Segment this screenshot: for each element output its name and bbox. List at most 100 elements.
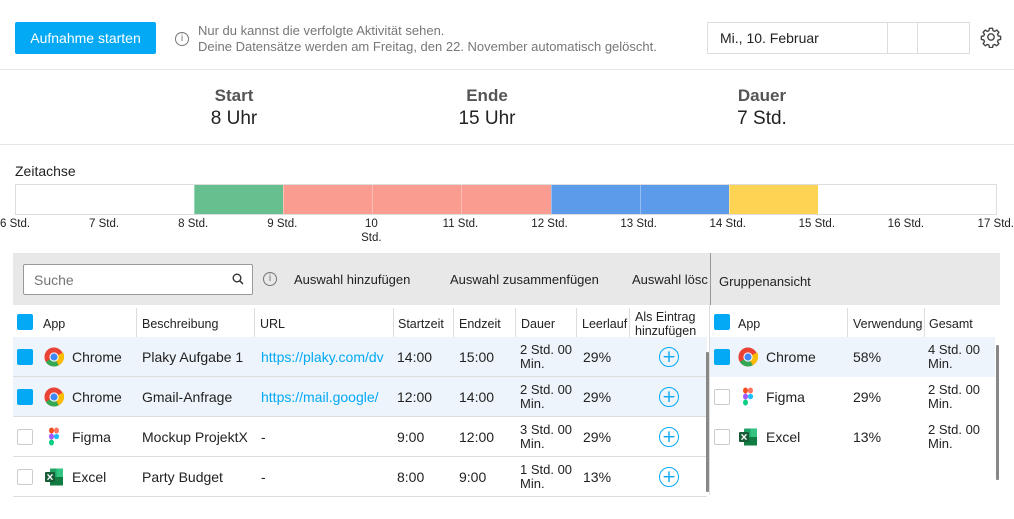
- group-row[interactable]: Figma 29% 2 Std. 00 Min.: [710, 377, 995, 417]
- app-name: Chrome: [72, 389, 122, 405]
- add-entry-plus-icon[interactable]: +: [659, 467, 679, 487]
- col-divider: [136, 308, 137, 338]
- app-name: Excel: [72, 469, 107, 485]
- col-divider: [576, 308, 577, 338]
- col-end[interactable]: Endzeit: [459, 316, 501, 331]
- date-prev-button[interactable]: [888, 23, 918, 53]
- add-entry-plus-icon[interactable]: +: [659, 387, 679, 407]
- row-checkbox[interactable]: [17, 429, 33, 445]
- group-col-app[interactable]: App: [738, 316, 761, 331]
- col-add-entry-line-1: Als Eintrag: [635, 309, 696, 324]
- timeline-segment[interactable]: [728, 185, 818, 214]
- col-divider: [254, 308, 255, 338]
- row-checkbox[interactable]: [17, 469, 33, 485]
- main-table-scrollbar[interactable]: [706, 352, 709, 492]
- group-table-scrollbar[interactable]: [996, 345, 999, 480]
- total-line-1: 4 Std. 00: [928, 343, 981, 357]
- add-selection-button[interactable]: Auswahl hinzufügen: [294, 272, 411, 287]
- timeline-segment[interactable]: [283, 185, 551, 214]
- col-start[interactable]: Startzeit: [398, 316, 444, 331]
- table-toolbar: i Auswahl hinzufügen Auswahl zusammenfüg…: [13, 253, 1000, 305]
- timeline-gridline: [461, 185, 463, 214]
- row-checkbox[interactable]: [17, 349, 33, 365]
- timeline-tick-label: 9 Std.: [267, 218, 298, 230]
- timeline-gridline: [550, 185, 552, 214]
- timeline-tick-label: 7 Std.: [89, 218, 120, 230]
- group-row-checkbox[interactable]: [714, 429, 730, 445]
- figma-icon: [44, 427, 64, 447]
- search-box[interactable]: [23, 264, 253, 295]
- url: -: [261, 429, 266, 445]
- row-checkbox[interactable]: [17, 389, 33, 405]
- group-row-checkbox[interactable]: [714, 349, 730, 365]
- toolbar-divider: [710, 253, 711, 305]
- duration-line-2: Min.: [520, 476, 545, 491]
- privacy-info-line-2: Deine Datensätze werden am Freitag, den …: [198, 39, 657, 54]
- usage: 58%: [853, 349, 882, 365]
- date-next-button[interactable]: [918, 23, 969, 53]
- col-duration[interactable]: Dauer: [521, 316, 556, 331]
- description: Gmail-Anfrage: [142, 389, 233, 405]
- duration: 1 Std. 00 Min.: [520, 463, 572, 493]
- start-time: 8:00: [397, 469, 425, 485]
- timeline-gridline: [906, 185, 908, 214]
- timeline-title: Zeitachse: [15, 163, 76, 179]
- figma-icon: [738, 387, 758, 407]
- col-app[interactable]: App: [43, 316, 66, 331]
- col-add-entry[interactable]: Als Eintrag hinzufügen: [635, 305, 696, 342]
- app-name: Chrome: [72, 349, 122, 365]
- start-time: 12:00: [397, 389, 433, 405]
- select-all-checkbox[interactable]: [17, 314, 33, 330]
- idle: 29%: [583, 389, 612, 405]
- total: 2 Std. 00 Min.: [928, 423, 980, 453]
- table-row[interactable]: Chrome Plaky Aufgabe 1 https://plaky.com/d…: [13, 337, 707, 377]
- group-view-label: Gruppenansicht: [719, 274, 811, 289]
- group-row[interactable]: Excel 13% 2 Std. 00 Min.: [710, 417, 995, 457]
- col-idle[interactable]: Leerlauf: [582, 316, 628, 331]
- excel-icon: [44, 467, 64, 487]
- group-row[interactable]: Chrome 58% 4 Std. 00 Min.: [710, 337, 995, 377]
- col-url[interactable]: URL: [260, 316, 286, 331]
- table-row[interactable]: Chrome Gmail-Anfrage https://mail.google/1…: [13, 377, 707, 417]
- timeline-segment[interactable]: [550, 185, 729, 214]
- group-col-total[interactable]: Gesamt: [929, 316, 973, 331]
- info-icon: i: [175, 32, 189, 46]
- url[interactable]: https://plaky.com/dv: [261, 349, 384, 365]
- add-entry-plus-icon[interactable]: +: [659, 347, 679, 367]
- chrome-icon: [44, 387, 65, 407]
- url[interactable]: https://mail.google/: [261, 389, 379, 405]
- end-label: Ende: [466, 86, 508, 105]
- info-icon: i: [263, 272, 277, 286]
- table-row[interactable]: Excel Party Budget -8:00 9:00 1 Std. 00 Min. 1…: [13, 457, 707, 497]
- timeline-tick-label: 8 Std.: [178, 218, 209, 230]
- merge-selection-button[interactable]: Auswahl zusammenfügen: [450, 272, 599, 287]
- end-time: 15:00: [459, 349, 495, 365]
- timeline-tick-label: 15 Std.: [798, 218, 836, 230]
- total-line-2: Min.: [928, 356, 953, 371]
- gear-icon[interactable]: [980, 26, 1002, 48]
- add-entry-plus-icon[interactable]: +: [659, 427, 679, 447]
- date-picker[interactable]: Mi., 10. Februar: [707, 22, 970, 54]
- delete-selection-button[interactable]: Auswahl löschen: [632, 272, 708, 287]
- total-line-1: 2 Std. 00: [928, 383, 981, 397]
- timeline-tick-label: 12 Std.: [531, 218, 568, 230]
- timeline-track: [15, 184, 997, 215]
- duration-line-1: 2 Std. 00: [520, 383, 573, 397]
- date-value[interactable]: Mi., 10. Februar: [708, 23, 888, 53]
- col-divider: [453, 308, 454, 338]
- group-col-usage[interactable]: Verwendung: [853, 316, 923, 331]
- duration: 2 Std. 00 Min.: [520, 343, 572, 373]
- table-row[interactable]: Figma Mockup ProjektX - 9:00 12:00 3 Std. 00 M…: [13, 417, 707, 457]
- timeline-segment[interactable]: [194, 185, 284, 214]
- app-name: Figma: [72, 429, 111, 445]
- start-time: 9:00: [397, 429, 425, 445]
- start-time: 14:00: [397, 349, 433, 365]
- group-row-checkbox[interactable]: [714, 389, 730, 405]
- group-select-all-checkbox[interactable]: [714, 314, 730, 330]
- start-recording-button[interactable]: Aufnahme starten: [15, 22, 156, 54]
- excel-icon: [738, 427, 758, 447]
- col-description[interactable]: Beschreibung: [142, 316, 219, 331]
- search-input[interactable]: [24, 265, 214, 294]
- search-icon: [232, 273, 244, 285]
- duration-line-1: 1 Std. 00: [520, 463, 573, 477]
